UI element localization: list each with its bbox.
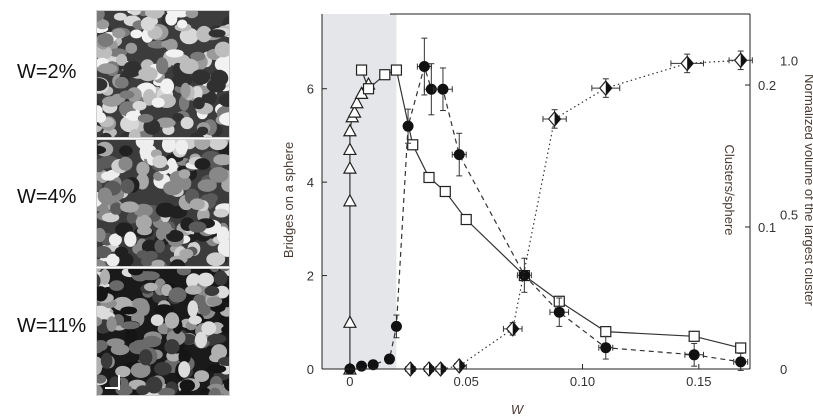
data-point-square bbox=[390, 64, 403, 76]
x-tick-label: 0.15 bbox=[686, 374, 711, 389]
y-right-inner-tick-label: 0.2 bbox=[758, 78, 776, 93]
data-point-square bbox=[688, 330, 700, 342]
data-point-triangle bbox=[342, 315, 357, 328]
micrograph-label-1: W=2% bbox=[17, 61, 77, 83]
data-point-square bbox=[600, 326, 612, 338]
micrograph-image-2 bbox=[96, 139, 230, 267]
data-point-triangle bbox=[342, 142, 357, 156]
y-right-outer-tick-label: 1.0 bbox=[780, 53, 798, 68]
x-axis-label: W bbox=[511, 402, 525, 417]
y-right-inner-tick-label: 0.1 bbox=[758, 220, 776, 235]
y-right-outer-axis-label: Normalized volume of the largest cluster bbox=[802, 74, 813, 307]
data-point-circle bbox=[367, 359, 379, 371]
data-point-square bbox=[407, 139, 419, 151]
data-point-circle bbox=[688, 349, 700, 361]
data-point-square bbox=[460, 213, 472, 226]
data-point-square bbox=[735, 342, 747, 354]
y-left-axis-label: Bridges on a sphere bbox=[281, 142, 296, 258]
data-point-circle bbox=[518, 269, 530, 281]
data-point-triangle bbox=[342, 193, 357, 207]
data-point-diamond-fill bbox=[740, 53, 747, 68]
data-point-circle bbox=[437, 83, 449, 95]
y-left-tick-label: 2 bbox=[307, 269, 314, 284]
data-point-diamond-fill bbox=[459, 358, 466, 373]
data-point-diamond-fill bbox=[512, 321, 519, 336]
series-line-square-open bbox=[360, 69, 741, 349]
data-point-circle bbox=[390, 320, 402, 332]
data-point-circle bbox=[402, 120, 414, 132]
data-point-circle bbox=[600, 342, 612, 354]
data-point-circle bbox=[383, 353, 395, 365]
data-point-triangle bbox=[349, 95, 364, 109]
micrograph-label-2: W=4% bbox=[17, 186, 77, 208]
y-left-tick-label: 6 bbox=[307, 82, 314, 97]
y-right-inner-axis-label: Clusters/sphere bbox=[722, 144, 737, 235]
micrograph-image-3 bbox=[96, 268, 230, 396]
y-left-tick-label: 0 bbox=[307, 362, 314, 377]
data-point-diamond-fill bbox=[605, 81, 612, 96]
data-point-circle bbox=[418, 61, 430, 73]
y-right-outer-tick-label: 0.5 bbox=[780, 208, 798, 223]
data-point-circle bbox=[735, 356, 747, 368]
bridge-cluster-chart: 0 0.05 0.10 0.15 0 2 4 6 0.1 0.2 0 0.5 1.0 W Bridges… bbox=[281, 13, 813, 417]
y-left-tick-label: 4 bbox=[307, 175, 314, 190]
series-line-diamond-half bbox=[410, 59, 741, 370]
data-point-triangle bbox=[347, 104, 362, 118]
data-point-square bbox=[423, 171, 435, 184]
data-point-square bbox=[439, 185, 451, 198]
data-point-diamond-fill bbox=[687, 56, 694, 71]
data-point-circle bbox=[453, 149, 465, 161]
data-point-diamond-fill bbox=[554, 111, 561, 126]
data-point-circle bbox=[356, 360, 368, 372]
data-point-circle bbox=[553, 306, 565, 318]
x-tick-label: 0.10 bbox=[570, 374, 595, 389]
x-tick-label: 0.05 bbox=[454, 374, 479, 389]
y-right-outer-tick-label: 0 bbox=[780, 362, 787, 377]
data-point-square bbox=[379, 69, 391, 81]
micrograph-image-1 bbox=[96, 10, 230, 138]
data-point-triangle bbox=[342, 160, 357, 174]
data-point-square bbox=[355, 64, 368, 76]
x-tick-label: 0 bbox=[346, 374, 353, 389]
data-point-triangle bbox=[342, 123, 357, 137]
data-point-square bbox=[362, 83, 375, 95]
micrograph-label-3: W=11% bbox=[17, 315, 87, 337]
